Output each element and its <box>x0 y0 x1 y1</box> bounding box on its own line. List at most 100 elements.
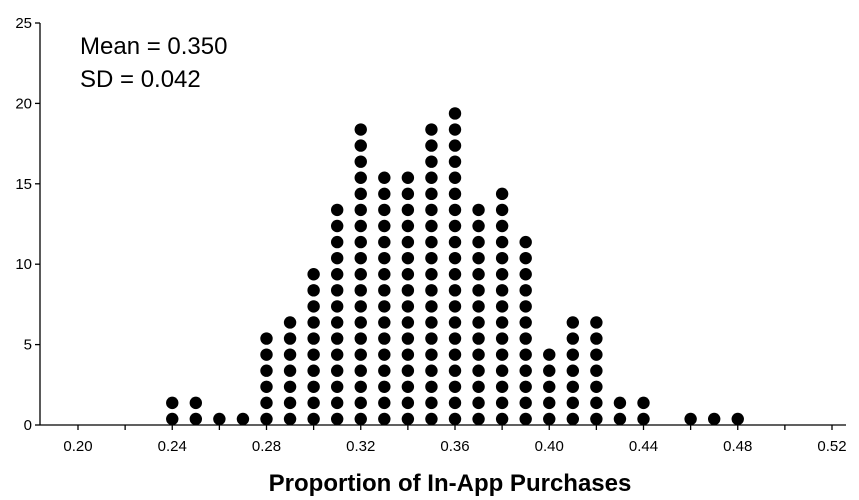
data-dot <box>401 412 415 426</box>
data-dot <box>637 396 650 410</box>
data-dot <box>354 219 367 233</box>
data-dot <box>566 412 580 426</box>
data-dot <box>260 412 273 426</box>
data-dot <box>378 412 391 426</box>
data-dot <box>472 364 485 377</box>
data-dot <box>448 219 462 233</box>
data-dot <box>283 380 297 393</box>
data-dot <box>378 187 391 201</box>
data-dot <box>590 316 603 329</box>
data-dot <box>307 316 320 329</box>
data-dot <box>354 348 367 361</box>
y-tick-label: 25 <box>15 15 32 32</box>
data-dot <box>519 364 532 377</box>
data-dot <box>590 364 603 377</box>
data-dot <box>519 251 532 265</box>
data-dot <box>425 219 438 233</box>
data-dot <box>401 268 415 281</box>
data-dot <box>283 348 297 361</box>
data-dot <box>566 380 580 393</box>
data-dot <box>448 348 462 361</box>
data-dot <box>425 412 438 426</box>
data-dot <box>330 219 344 233</box>
data-dot <box>189 412 203 426</box>
sd-annotation: SD = 0.042 <box>80 66 201 93</box>
x-axis: 0.20 0.24 0.28 0.32 0.36 0.40 0.44 0.48 0.52 <box>40 424 847 455</box>
data-dot <box>472 284 485 297</box>
data-dot <box>472 251 485 265</box>
data-dot <box>260 396 273 410</box>
data-dot <box>401 316 415 329</box>
data-dot <box>448 107 462 120</box>
data-dot <box>307 300 320 313</box>
data-dot <box>472 268 485 281</box>
data-dot <box>543 380 556 393</box>
data-dot <box>354 300 367 313</box>
data-dot <box>448 380 462 393</box>
data-dot <box>566 332 580 345</box>
data-dot <box>495 235 509 249</box>
data-dot <box>401 171 415 184</box>
data-dot <box>330 284 344 297</box>
data-dot <box>354 380 367 393</box>
x-tick-label: 0.44 <box>629 438 658 455</box>
data-dot <box>472 380 485 393</box>
data-dot <box>448 139 462 152</box>
data-dot <box>495 284 509 297</box>
data-dot <box>519 300 532 313</box>
data-dot <box>519 235 532 249</box>
data-dot <box>378 284 391 297</box>
data-dot <box>378 235 391 249</box>
data-dot <box>495 380 509 393</box>
data-dot <box>378 251 391 265</box>
data-dot <box>401 235 415 249</box>
data-dot <box>307 364 320 377</box>
data-dot <box>731 412 744 426</box>
data-dot <box>401 187 415 201</box>
data-dot <box>495 251 509 265</box>
data-dot <box>519 412 532 426</box>
data-dot <box>354 235 367 249</box>
data-dot <box>472 300 485 313</box>
data-dot <box>354 268 367 281</box>
data-dot <box>543 348 556 361</box>
data-dot <box>354 251 367 265</box>
data-dot <box>354 171 367 184</box>
data-dot <box>330 412 344 426</box>
dots-layer <box>166 107 744 426</box>
data-dot <box>707 412 721 426</box>
data-dot <box>448 268 462 281</box>
data-dot <box>448 364 462 377</box>
data-dot <box>330 203 344 217</box>
data-dot <box>425 300 438 313</box>
y-tick-label: 10 <box>15 256 32 273</box>
data-dot <box>472 316 485 329</box>
data-dot <box>590 332 603 345</box>
data-dot <box>425 284 438 297</box>
data-dot <box>307 380 320 393</box>
data-dot <box>448 171 462 184</box>
data-dot <box>519 348 532 361</box>
data-dot <box>354 316 367 329</box>
data-dot <box>472 396 485 410</box>
data-dot <box>448 155 462 168</box>
x-tick-label: 0.52 <box>817 438 846 455</box>
data-dot <box>425 235 438 249</box>
data-dot <box>330 300 344 313</box>
data-dot <box>283 412 297 426</box>
data-dot <box>472 219 485 233</box>
data-dot <box>495 268 509 281</box>
data-dot <box>354 284 367 297</box>
data-dot <box>495 219 509 233</box>
data-dot <box>495 300 509 313</box>
data-dot <box>378 332 391 345</box>
data-dot <box>425 316 438 329</box>
data-dot <box>543 364 556 377</box>
data-dot <box>330 348 344 361</box>
data-dot <box>448 235 462 249</box>
data-dot <box>378 364 391 377</box>
data-dot <box>378 396 391 410</box>
data-dot <box>378 219 391 233</box>
data-dot <box>590 396 603 410</box>
x-tick-label: 0.36 <box>440 438 469 455</box>
